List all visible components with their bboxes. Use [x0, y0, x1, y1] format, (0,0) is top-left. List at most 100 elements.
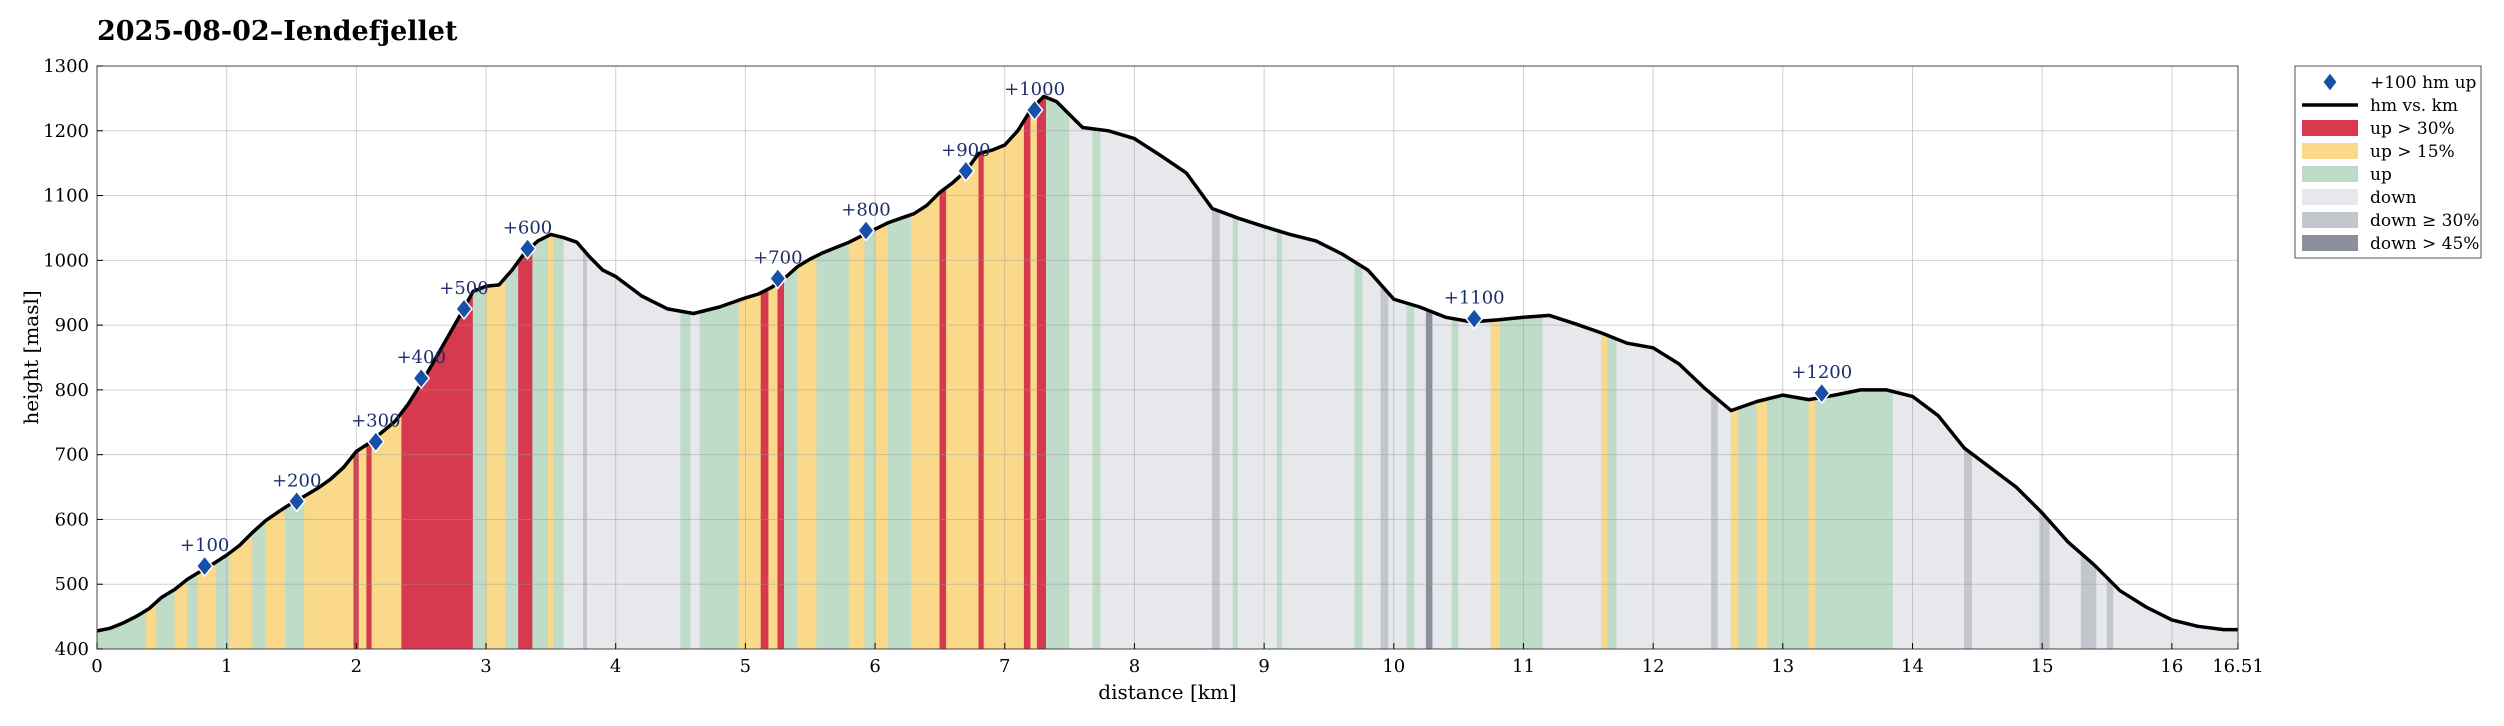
slope-band-up: [1406, 302, 1415, 650]
slope-band-up30: [1036, 96, 1047, 650]
slope-band-down: [2096, 566, 2108, 650]
climb-marker-label: +300: [351, 411, 400, 432]
slope-band-down30: [1211, 208, 1221, 650]
slope-band-down: [1219, 210, 1234, 650]
slope-band-up: [680, 310, 692, 650]
y-tick-label: 700: [55, 445, 89, 466]
climb-marker-label: +500: [439, 278, 488, 299]
slope-band-up15: [548, 234, 554, 650]
climb-marker-label: +900: [941, 140, 990, 161]
slope-band-up: [1499, 318, 1511, 650]
slope-band-down: [1282, 231, 1356, 650]
x-tick-label: 12: [1642, 656, 1665, 677]
slope-band-down: [1892, 391, 1965, 650]
legend-label: up: [2370, 165, 2392, 185]
climb-marker-label: +400: [396, 347, 445, 368]
slope-band-up15: [768, 282, 779, 650]
legend: +100 hm up hm vs. km up > 30% up > 15% up dow…: [2294, 65, 2482, 259]
y-tick-label: 900: [55, 315, 89, 336]
climb-marker-label: +1100: [1444, 288, 1505, 309]
slope-band-down30: [583, 248, 588, 650]
slope-band-up15: [983, 119, 1025, 650]
y-tick-label: 800: [55, 380, 89, 401]
slope-band-down: [563, 237, 584, 650]
x-tick-label: 13: [1771, 656, 1794, 677]
slope-band-up: [532, 235, 549, 650]
slope-band-down: [1414, 304, 1427, 650]
slope-band-up: [216, 552, 230, 650]
slope-band-up30: [939, 186, 947, 650]
slope-band-up: [816, 241, 850, 650]
slope-band-down: [1432, 311, 1453, 650]
slope-band-up15: [1601, 332, 1609, 650]
slope-band-up15: [946, 152, 980, 650]
legend-swatch-up30: [2302, 120, 2358, 136]
slope-band-down: [586, 253, 681, 650]
slope-band-down30: [1380, 283, 1389, 650]
slope-band-up15: [1756, 398, 1768, 650]
x-tick-label: 11: [1512, 656, 1535, 677]
legend-swatch-down45: [2302, 235, 2358, 251]
slope-band-down: [1388, 292, 1408, 650]
x-tick-label: 14: [1901, 656, 1924, 677]
slope-band-up15: [797, 255, 817, 650]
y-tick-label: 600: [55, 509, 89, 530]
slope-band-up15: [358, 444, 367, 650]
slope-band-up15: [1490, 319, 1501, 650]
y-tick-label: 1100: [43, 186, 89, 207]
x-tick-label: 9: [1258, 656, 1269, 677]
y-axis-ticks: 400 500 600 700 800 900 1000 1100 1200 1300: [43, 56, 103, 660]
slope-band-down30: [2080, 552, 2097, 650]
slope-band-up: [553, 234, 565, 650]
legend-label: down > 45%: [2370, 234, 2479, 254]
slope-band-down30: [1964, 447, 1973, 650]
slope-band-down: [1362, 266, 1382, 650]
slope-band-up15: [265, 506, 286, 650]
x-tick-label: 3: [480, 656, 491, 677]
slope-band-up15: [197, 561, 217, 650]
legend-swatch-marker: [2322, 72, 2338, 92]
slope-band-down30: [2106, 576, 2114, 650]
slope-band-up30: [518, 244, 533, 650]
slope-band-up30: [760, 288, 769, 650]
climb-marker-diamond: [412, 367, 431, 390]
x-tick-label: 8: [1129, 656, 1140, 677]
slope-band-up30: [366, 440, 373, 650]
slope-band-up30: [1023, 108, 1031, 650]
x-axis-label: distance [km]: [1098, 680, 1236, 704]
slope-band-up30: [401, 291, 474, 650]
y-axis-label: height [masl]: [19, 290, 43, 424]
climb-marker-label: +1000: [1004, 79, 1065, 100]
chart-title: 2025-08-02–Iendefjellet: [97, 16, 458, 47]
slope-band-up: [1607, 335, 1618, 650]
slope-band-up15: [485, 276, 506, 650]
x-tick-label: 1: [221, 656, 232, 677]
climb-marker-label: +800: [841, 200, 890, 221]
slope-band-up: [252, 520, 266, 650]
climb-marker-diamond: [956, 159, 975, 183]
slope-band-up15: [738, 292, 762, 650]
slope-band-up15: [1030, 102, 1038, 650]
climb-marker-diamond: [455, 297, 473, 321]
x-tick-label: 7: [999, 656, 1010, 677]
slope-band-down: [1717, 398, 1732, 650]
slope-band-up: [864, 228, 876, 650]
x-tick-label: 16.51: [2212, 656, 2264, 677]
y-tick-label: 1000: [43, 250, 89, 271]
elevation-line: [96, 94, 2238, 633]
slope-band-up15: [1808, 398, 1816, 650]
climb-marker-label: +200: [272, 470, 321, 491]
y-tick-label: 500: [55, 574, 89, 595]
slope-band-up: [1523, 316, 1531, 650]
x-tick-label: 6: [869, 656, 880, 677]
slope-band-up: [472, 285, 487, 650]
slope-band-up: [699, 299, 740, 650]
slope-band-up: [1046, 97, 1070, 650]
legend-label: down: [2370, 188, 2417, 208]
slope-band-up: [784, 266, 798, 650]
legend-label: down ≥ 30%: [2370, 211, 2479, 231]
x-tick-label: 15: [2031, 656, 2054, 677]
y-tick-label: 400: [55, 639, 89, 660]
slope-band-up: [1354, 261, 1363, 650]
x-tick-label: 5: [740, 656, 751, 677]
